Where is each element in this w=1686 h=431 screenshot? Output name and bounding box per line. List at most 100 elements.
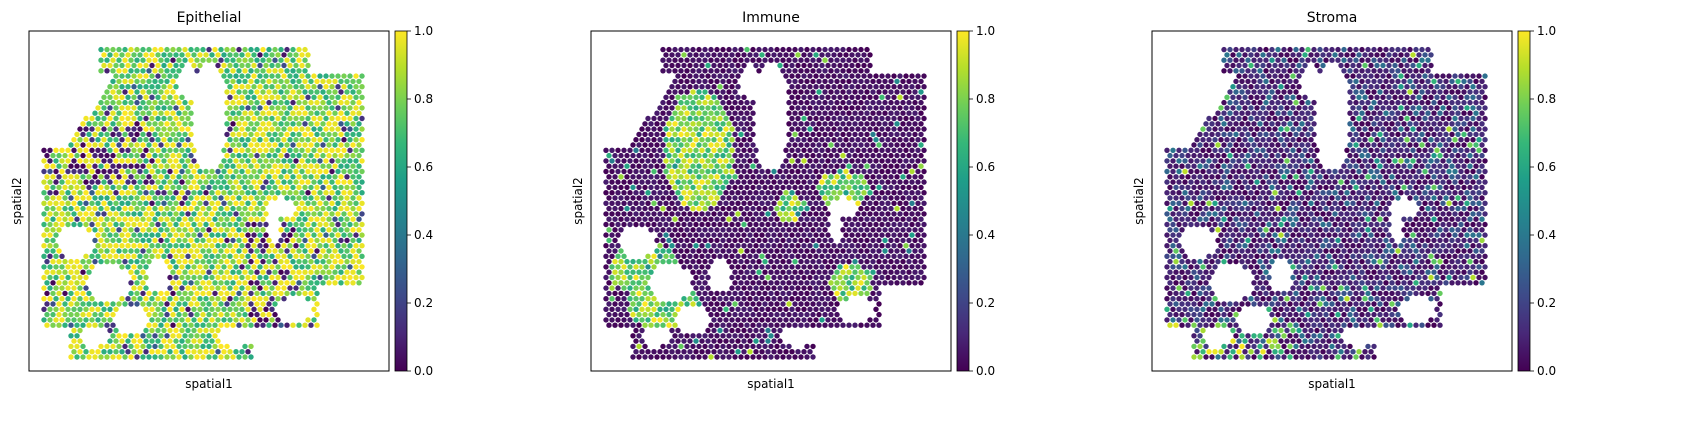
scatter-point	[233, 200, 239, 206]
scatter-point	[723, 243, 729, 249]
scatter-point	[83, 137, 89, 143]
scatter-point	[606, 322, 612, 328]
scatter-point	[816, 280, 822, 286]
scatter-point	[675, 147, 681, 153]
scatter-point	[317, 147, 323, 153]
scatter-point	[152, 301, 158, 307]
scatter-point	[648, 269, 654, 275]
scatter-point	[281, 52, 287, 58]
scatter-point	[65, 158, 71, 164]
scatter-point	[257, 306, 263, 312]
scatter-point	[675, 52, 681, 58]
scatter-point	[293, 52, 299, 58]
scatter-point	[744, 322, 750, 328]
scatter-point	[353, 84, 359, 90]
scatter-point	[170, 227, 176, 233]
scatter-point	[203, 253, 209, 259]
scatter-point	[134, 290, 140, 297]
scatter-point	[56, 205, 62, 212]
scatter-point	[269, 73, 275, 79]
scatter-point	[918, 99, 924, 106]
scatter-point	[756, 174, 762, 180]
scatter-point	[167, 94, 173, 101]
scatter-point	[293, 232, 299, 238]
scatter-point	[864, 227, 870, 233]
scatter-point	[323, 158, 329, 164]
scatter-point	[852, 258, 858, 265]
scatter-point	[143, 147, 149, 153]
scatter-point	[858, 205, 864, 212]
scatter-point	[666, 343, 672, 350]
scatter-point	[314, 89, 320, 95]
scatter-point	[116, 46, 122, 53]
scatter-point	[155, 349, 161, 355]
scatter-point	[696, 333, 702, 339]
scatter-point	[131, 179, 137, 185]
scatter-point	[86, 174, 92, 180]
scatter-point	[170, 258, 176, 265]
scatter-point	[173, 327, 179, 334]
scatter-point	[1263, 46, 1269, 53]
scatter-point	[161, 338, 167, 344]
scatter-point	[86, 227, 92, 233]
scatter-point	[870, 131, 876, 138]
scatter-point	[624, 163, 630, 169]
scatter-point	[341, 243, 347, 249]
scatter-point	[344, 205, 350, 212]
scatter-point	[726, 333, 732, 339]
scatter-point	[77, 147, 83, 153]
scatter-point	[134, 269, 140, 275]
scatter-point	[690, 258, 696, 265]
scatter-point	[744, 46, 750, 53]
scatter-point	[80, 121, 86, 127]
scatter-point	[128, 68, 134, 74]
scatter-point	[834, 195, 840, 201]
scatter-point	[65, 147, 71, 153]
scatter-point	[302, 46, 308, 53]
scatter-point	[272, 152, 278, 159]
scatter-point	[852, 174, 858, 180]
scatter-point	[158, 163, 164, 169]
scatter-point	[170, 280, 176, 286]
scatter-point	[759, 296, 765, 302]
scatter-point	[810, 216, 816, 222]
scatter-point	[717, 306, 723, 312]
scatter-point	[179, 52, 185, 58]
scatter-point	[41, 232, 47, 238]
scatter-point	[353, 221, 359, 228]
scatter-point	[759, 221, 765, 228]
scatter-point	[717, 349, 723, 355]
scatter-point	[846, 258, 852, 265]
scatter-point	[248, 78, 254, 85]
scatter-point	[107, 158, 113, 164]
scatter-point	[825, 232, 831, 238]
scatter-point	[260, 131, 266, 138]
scatter-point	[221, 232, 227, 238]
scatter-point	[86, 269, 92, 275]
scatter-point	[696, 237, 702, 244]
scatter-point	[726, 89, 732, 95]
scatter-point	[128, 248, 134, 254]
scatter-point	[338, 121, 344, 127]
scatter-point	[831, 168, 837, 175]
scatter-point	[77, 221, 83, 228]
scatter-point	[305, 190, 311, 196]
scatter-point	[921, 115, 927, 122]
panel-title: Immune	[742, 10, 800, 26]
scatter-point	[747, 232, 753, 238]
scatter-point	[113, 84, 119, 90]
scatter-point	[326, 78, 332, 85]
scatter-point	[122, 57, 128, 63]
scatter-point	[260, 121, 266, 127]
scatter-point	[68, 163, 74, 169]
scatter-point	[137, 296, 143, 302]
scatter-point	[260, 89, 266, 95]
scatter-point	[125, 232, 131, 238]
scatter-point	[278, 258, 284, 265]
scatter-point	[125, 94, 131, 101]
scatter-point	[690, 57, 696, 63]
scatter-point	[173, 317, 179, 323]
scatter-point	[266, 311, 272, 318]
scatter-point	[122, 78, 128, 85]
scatter-point	[293, 168, 299, 175]
